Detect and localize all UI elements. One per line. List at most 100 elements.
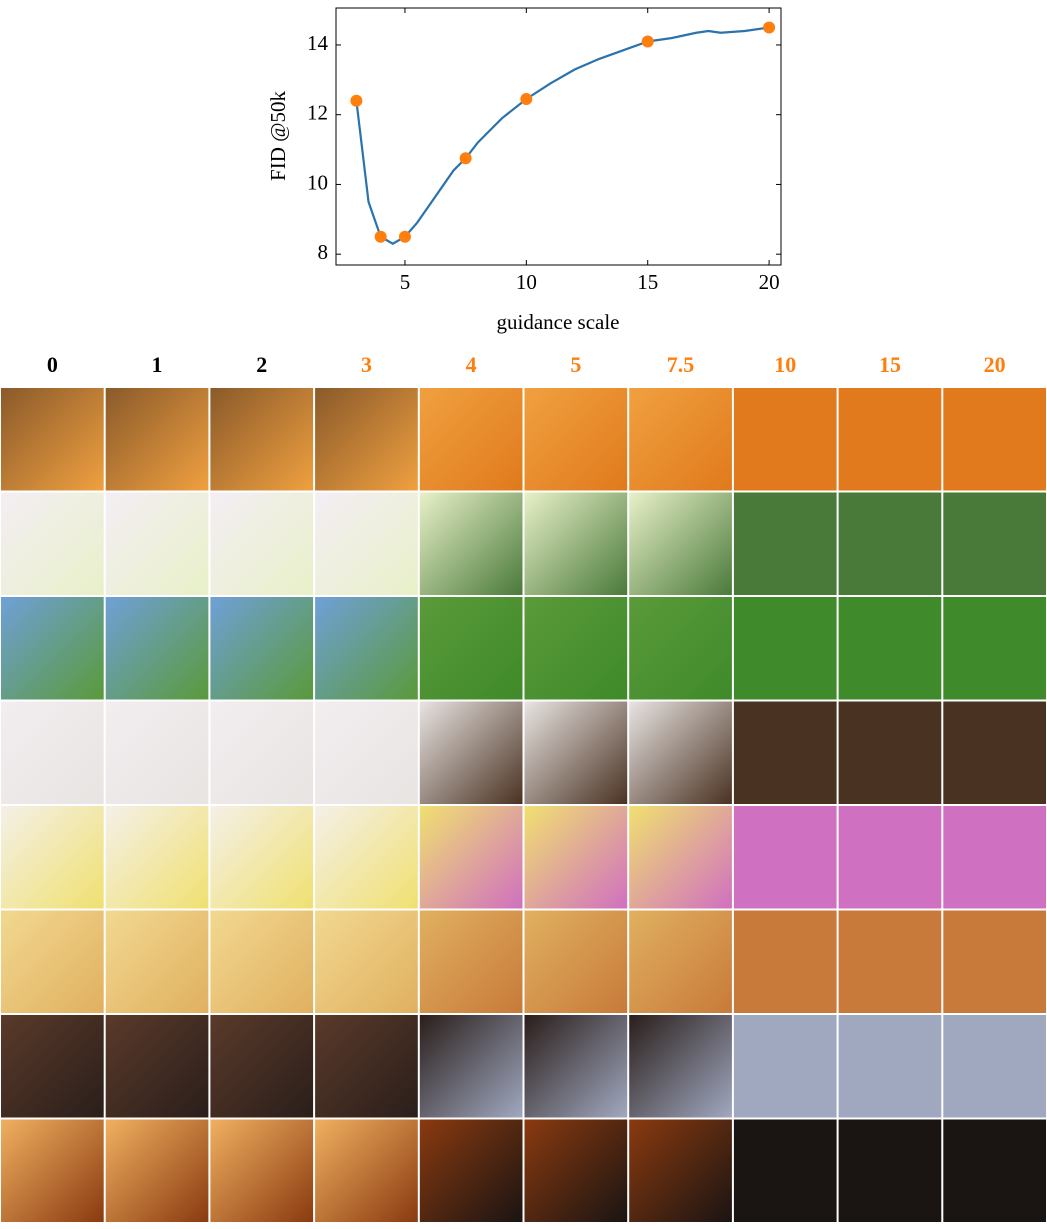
sample-image: [106, 388, 209, 491]
sample-image: [734, 806, 837, 909]
x-tick-label: 5: [400, 270, 411, 294]
marker: [460, 152, 472, 164]
sample-image: [1, 493, 104, 596]
sample-image: [315, 388, 418, 491]
sample-image: [629, 911, 732, 1014]
sample-image: [1, 1015, 104, 1118]
sample-image: [734, 597, 837, 700]
sample-image: [839, 911, 942, 1014]
sample-image: [420, 597, 523, 700]
sample-image: [734, 1120, 837, 1223]
sample-image: [420, 388, 523, 491]
column-label: 1: [152, 352, 163, 377]
sample-image: [106, 911, 209, 1014]
marker: [350, 95, 362, 107]
sample-image: [629, 806, 732, 909]
sample-image: [315, 806, 418, 909]
figure: FID @50k guidance scale 5101520810121401…: [0, 0, 1047, 1224]
sample-image: [943, 806, 1046, 909]
sample-image: [943, 702, 1046, 805]
sample-image: [734, 911, 837, 1014]
sample-image: [734, 702, 837, 805]
sample-image: [839, 702, 942, 805]
column-label: 20: [984, 352, 1006, 377]
column-label: 10: [774, 352, 796, 377]
sample-image: [839, 806, 942, 909]
sample-image: [210, 911, 313, 1014]
sample-image: [629, 1120, 732, 1223]
sample-image: [734, 493, 837, 596]
sample-image: [106, 702, 209, 805]
column-label: 5: [570, 352, 581, 377]
marker: [763, 22, 775, 34]
sample-image: [839, 1015, 942, 1118]
line: [356, 28, 769, 244]
sample-image: [106, 1120, 209, 1223]
column-label: 0: [47, 352, 58, 377]
sample-image: [420, 1015, 523, 1118]
sample-image: [629, 1015, 732, 1118]
sample-image: [525, 1120, 628, 1223]
sample-image: [525, 388, 628, 491]
sample-image: [943, 911, 1046, 1014]
column-label: 4: [466, 352, 477, 377]
sample-image: [525, 597, 628, 700]
sample-image: [629, 388, 732, 491]
y-tick-label: 14: [307, 31, 329, 55]
sample-image: [839, 388, 942, 491]
sample-image: [943, 388, 1046, 491]
sample-image: [106, 806, 209, 909]
sample-image: [629, 597, 732, 700]
sample-image: [315, 1120, 418, 1223]
sample-image: [210, 1015, 313, 1118]
sample-image: [420, 806, 523, 909]
x-tick-label: 15: [637, 270, 658, 294]
sample-image: [420, 702, 523, 805]
sample-image: [525, 493, 628, 596]
sample-image: [525, 806, 628, 909]
marker: [399, 231, 411, 243]
plot-frame: [336, 8, 781, 265]
sample-image: [525, 911, 628, 1014]
sample-image: [315, 911, 418, 1014]
sample-image: [1, 388, 104, 491]
marker: [642, 35, 654, 47]
column-label: 7.5: [667, 352, 695, 377]
sample-image: [629, 493, 732, 596]
sample-image: [210, 806, 313, 909]
sample-image: [420, 911, 523, 1014]
column-label: 2: [256, 352, 267, 377]
sample-image: [1, 806, 104, 909]
x-tick-label: 10: [516, 270, 537, 294]
sample-image: [106, 1015, 209, 1118]
sample-image: [629, 702, 732, 805]
sample-image: [315, 493, 418, 596]
sample-image: [839, 493, 942, 596]
sample-image: [210, 1120, 313, 1223]
x-axis-label: guidance scale: [496, 310, 619, 334]
column-label: 3: [361, 352, 372, 377]
sample-image: [943, 597, 1046, 700]
marker: [520, 93, 532, 105]
sample-image: [1, 597, 104, 700]
x-tick-label: 20: [759, 270, 780, 294]
y-axis-label: FID @50k: [266, 91, 290, 181]
sample-image: [210, 493, 313, 596]
sample-image: [210, 597, 313, 700]
sample-image: [525, 702, 628, 805]
sample-image: [106, 493, 209, 596]
sample-image: [210, 388, 313, 491]
y-tick-label: 10: [307, 170, 328, 194]
sample-image: [315, 702, 418, 805]
sample-image: [734, 388, 837, 491]
sample-image: [106, 597, 209, 700]
sample-image: [1, 911, 104, 1014]
sample-image: [1, 1120, 104, 1223]
sample-image: [734, 1015, 837, 1118]
sample-image: [839, 1120, 942, 1223]
sample-image: [943, 1015, 1046, 1118]
page: {"chart_data": {"type": "line", "xlabel"…: [0, 0, 1047, 1224]
sample-image: [943, 1120, 1046, 1223]
sample-image: [525, 1015, 628, 1118]
sample-image: [839, 597, 942, 700]
